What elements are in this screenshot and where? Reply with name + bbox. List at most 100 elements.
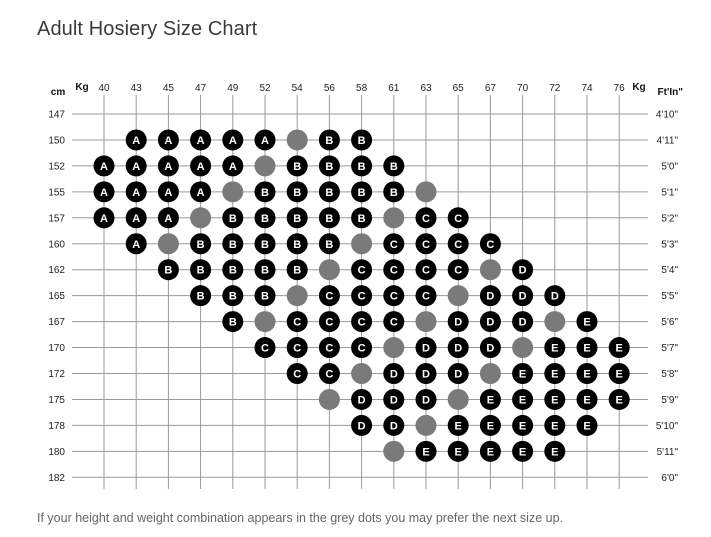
size-label: C bbox=[358, 317, 366, 329]
grey-dot bbox=[544, 311, 566, 333]
size-dot-b bbox=[190, 259, 212, 281]
size-dot-d bbox=[351, 414, 373, 436]
size-dot-a bbox=[190, 181, 212, 203]
grey-dot bbox=[157, 233, 179, 255]
size-dot-a bbox=[157, 181, 179, 203]
size-label: D bbox=[390, 394, 398, 406]
size-dot-c bbox=[318, 311, 340, 333]
size-label: B bbox=[325, 239, 333, 251]
y-tick-label-cm: 160 bbox=[48, 239, 65, 250]
x-tick-label: 45 bbox=[163, 83, 175, 94]
x-tick-label: 58 bbox=[356, 83, 368, 94]
size-dot-d bbox=[383, 414, 405, 436]
size-dot-d bbox=[383, 363, 405, 384]
size-dot-a bbox=[93, 181, 115, 203]
y-tick-label-cm: 162 bbox=[48, 265, 65, 276]
size-dot-e bbox=[576, 414, 598, 436]
size-dot-b bbox=[222, 259, 244, 281]
size-dot-b bbox=[286, 259, 308, 281]
size-label: D bbox=[519, 291, 527, 303]
size-label: E bbox=[519, 394, 526, 406]
size-label: E bbox=[455, 420, 462, 432]
size-label: B bbox=[229, 239, 237, 251]
size-label: C bbox=[422, 291, 430, 303]
grey-dot bbox=[383, 337, 405, 359]
size-dot-c bbox=[479, 233, 501, 255]
grey-dot bbox=[479, 363, 501, 384]
size-label: B bbox=[164, 265, 172, 277]
x-tick-label: 43 bbox=[131, 83, 143, 94]
size-label: E bbox=[487, 420, 494, 432]
size-label: A bbox=[100, 187, 108, 199]
grey-dot bbox=[190, 207, 212, 229]
size-dot-c bbox=[415, 259, 437, 281]
y-tick-label-ftin: 6'0" bbox=[661, 473, 678, 484]
size-dot-b bbox=[157, 259, 179, 281]
size-dot-d bbox=[415, 388, 437, 410]
size-dot-e bbox=[544, 414, 566, 436]
size-dot-b bbox=[351, 181, 373, 203]
size-label: B bbox=[390, 187, 398, 199]
size-label: C bbox=[358, 343, 366, 355]
size-dot-b bbox=[318, 233, 340, 255]
size-label: E bbox=[583, 369, 590, 381]
size-dot-a bbox=[190, 129, 212, 151]
size-label: A bbox=[164, 135, 172, 147]
grey-dot bbox=[383, 440, 405, 462]
size-dot-a bbox=[157, 155, 179, 177]
size-dot-a bbox=[125, 207, 147, 229]
size-label: D bbox=[422, 369, 430, 381]
size-label: B bbox=[293, 213, 301, 225]
y-tick-label-ftin: 5'10" bbox=[656, 421, 679, 432]
size-dot-c bbox=[383, 259, 405, 281]
size-label: E bbox=[551, 343, 558, 355]
size-dot-c bbox=[286, 363, 308, 384]
size-label: C bbox=[390, 291, 398, 303]
size-dot-c bbox=[415, 285, 437, 307]
size-label: D bbox=[390, 420, 398, 432]
size-label: B bbox=[325, 187, 333, 199]
size-dot-b bbox=[190, 285, 212, 307]
y-tick-label-ftin: 5'4" bbox=[661, 265, 678, 276]
grey-dot bbox=[286, 285, 308, 307]
size-dot-b bbox=[222, 285, 244, 307]
y-tick-label-ftin: 5'11" bbox=[657, 447, 679, 458]
size-dot-e bbox=[479, 414, 501, 436]
size-dot-d bbox=[512, 311, 534, 333]
size-dot-c bbox=[415, 233, 437, 255]
size-dot-e bbox=[544, 388, 566, 410]
size-label: C bbox=[293, 343, 301, 355]
size-dot-b bbox=[222, 233, 244, 255]
grey-dot bbox=[415, 181, 437, 203]
size-dots: A A A A A B B A A A A A B B B B A A A A B B B B B A A A B B B B B C C A B B B B… bbox=[93, 129, 630, 462]
size-dot-d bbox=[447, 311, 469, 333]
size-label: B bbox=[358, 187, 366, 199]
size-dot-b bbox=[351, 207, 373, 229]
size-label: D bbox=[454, 343, 462, 355]
size-label: C bbox=[325, 369, 333, 381]
grey-dot bbox=[479, 259, 501, 281]
size-label: A bbox=[197, 161, 205, 173]
size-label: E bbox=[519, 446, 526, 458]
y-tick-label-cm: 147 bbox=[48, 110, 65, 121]
size-dot-a bbox=[125, 155, 147, 177]
y-tick-label-cm: 155 bbox=[48, 187, 65, 198]
size-dot-b bbox=[351, 155, 373, 177]
size-dot-e bbox=[512, 440, 534, 462]
size-label: B bbox=[293, 239, 301, 251]
size-dot-d bbox=[415, 337, 437, 359]
size-label: B bbox=[197, 291, 205, 303]
size-dot-a bbox=[222, 155, 244, 177]
y-tick-label-cm: 182 bbox=[48, 473, 65, 484]
size-dot-e bbox=[576, 311, 598, 333]
size-label: B bbox=[325, 161, 333, 173]
y-tick-label-ftin: 5'1" bbox=[661, 187, 678, 198]
size-label: C bbox=[325, 343, 333, 355]
size-label: B bbox=[293, 187, 301, 199]
size-label: B bbox=[358, 161, 366, 173]
size-dot-c bbox=[254, 337, 276, 359]
size-dot-e bbox=[447, 414, 469, 436]
size-label: E bbox=[519, 369, 526, 381]
size-label: C bbox=[422, 265, 430, 277]
y-tick-label-cm: 180 bbox=[48, 447, 65, 458]
